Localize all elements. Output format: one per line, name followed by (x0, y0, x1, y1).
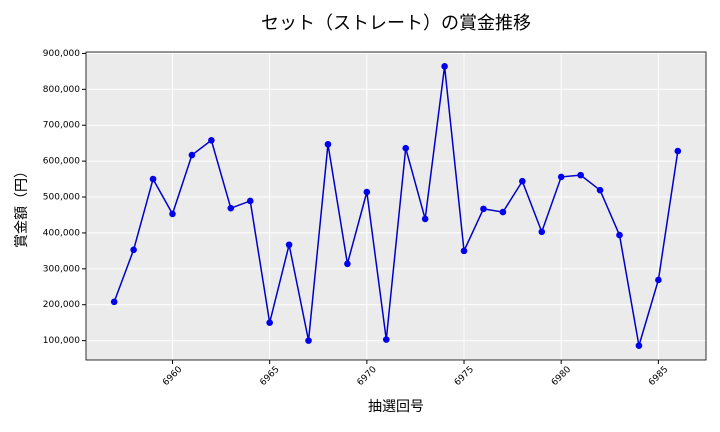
point (285, 241, 293, 249)
plot-frame (85, 51, 707, 361)
x-tick-label: 6970 (356, 365, 379, 388)
point (169, 210, 176, 218)
y-tick-label: 900,000 (43, 49, 80, 59)
point (519, 177, 526, 185)
x-axis-label: 抽選回号 (368, 399, 424, 415)
point (382, 336, 390, 343)
point (266, 319, 273, 326)
point (460, 247, 468, 255)
y-tick-label: 700,000 (43, 121, 80, 131)
y-tick-label: 600,000 (43, 157, 80, 167)
point (480, 205, 487, 213)
x-tick-label: 6985 (647, 365, 670, 388)
point (149, 175, 157, 183)
point (227, 204, 235, 212)
point (577, 171, 584, 179)
y-tick-label: 800,000 (43, 85, 80, 95)
point (655, 276, 662, 284)
point (344, 260, 351, 268)
point (324, 140, 332, 148)
chart-title: セット（ストレート）の賞金推移 (261, 13, 531, 34)
y-tick-label: 500,000 (43, 193, 80, 203)
point (188, 151, 196, 159)
x-tick-label: 6975 (453, 365, 476, 388)
point (557, 173, 565, 181)
point (441, 63, 448, 70)
y-tick-label: 400,000 (43, 228, 80, 238)
plot-area (86, 52, 706, 360)
point (674, 147, 682, 155)
y-tick-label: 300,000 (43, 264, 80, 274)
line (113, 66, 679, 346)
x-tick-label: 6960 (161, 365, 184, 388)
y-axis-label: 賞金額（円） (14, 164, 30, 248)
point (421, 215, 429, 223)
point (538, 228, 546, 236)
x-tick-label: 6980 (550, 365, 573, 388)
point (305, 337, 312, 344)
y-tick-label: 100,000 (43, 336, 80, 346)
y-tick-label: 200,000 (43, 300, 80, 310)
point (363, 188, 371, 196)
point (110, 298, 118, 306)
point (246, 197, 254, 205)
point (635, 342, 643, 349)
point (616, 231, 623, 239)
point (402, 144, 410, 152)
x-tick-label: 6965 (258, 365, 281, 388)
point (130, 246, 137, 254)
point (208, 137, 215, 144)
point (596, 186, 604, 194)
point (499, 208, 507, 216)
